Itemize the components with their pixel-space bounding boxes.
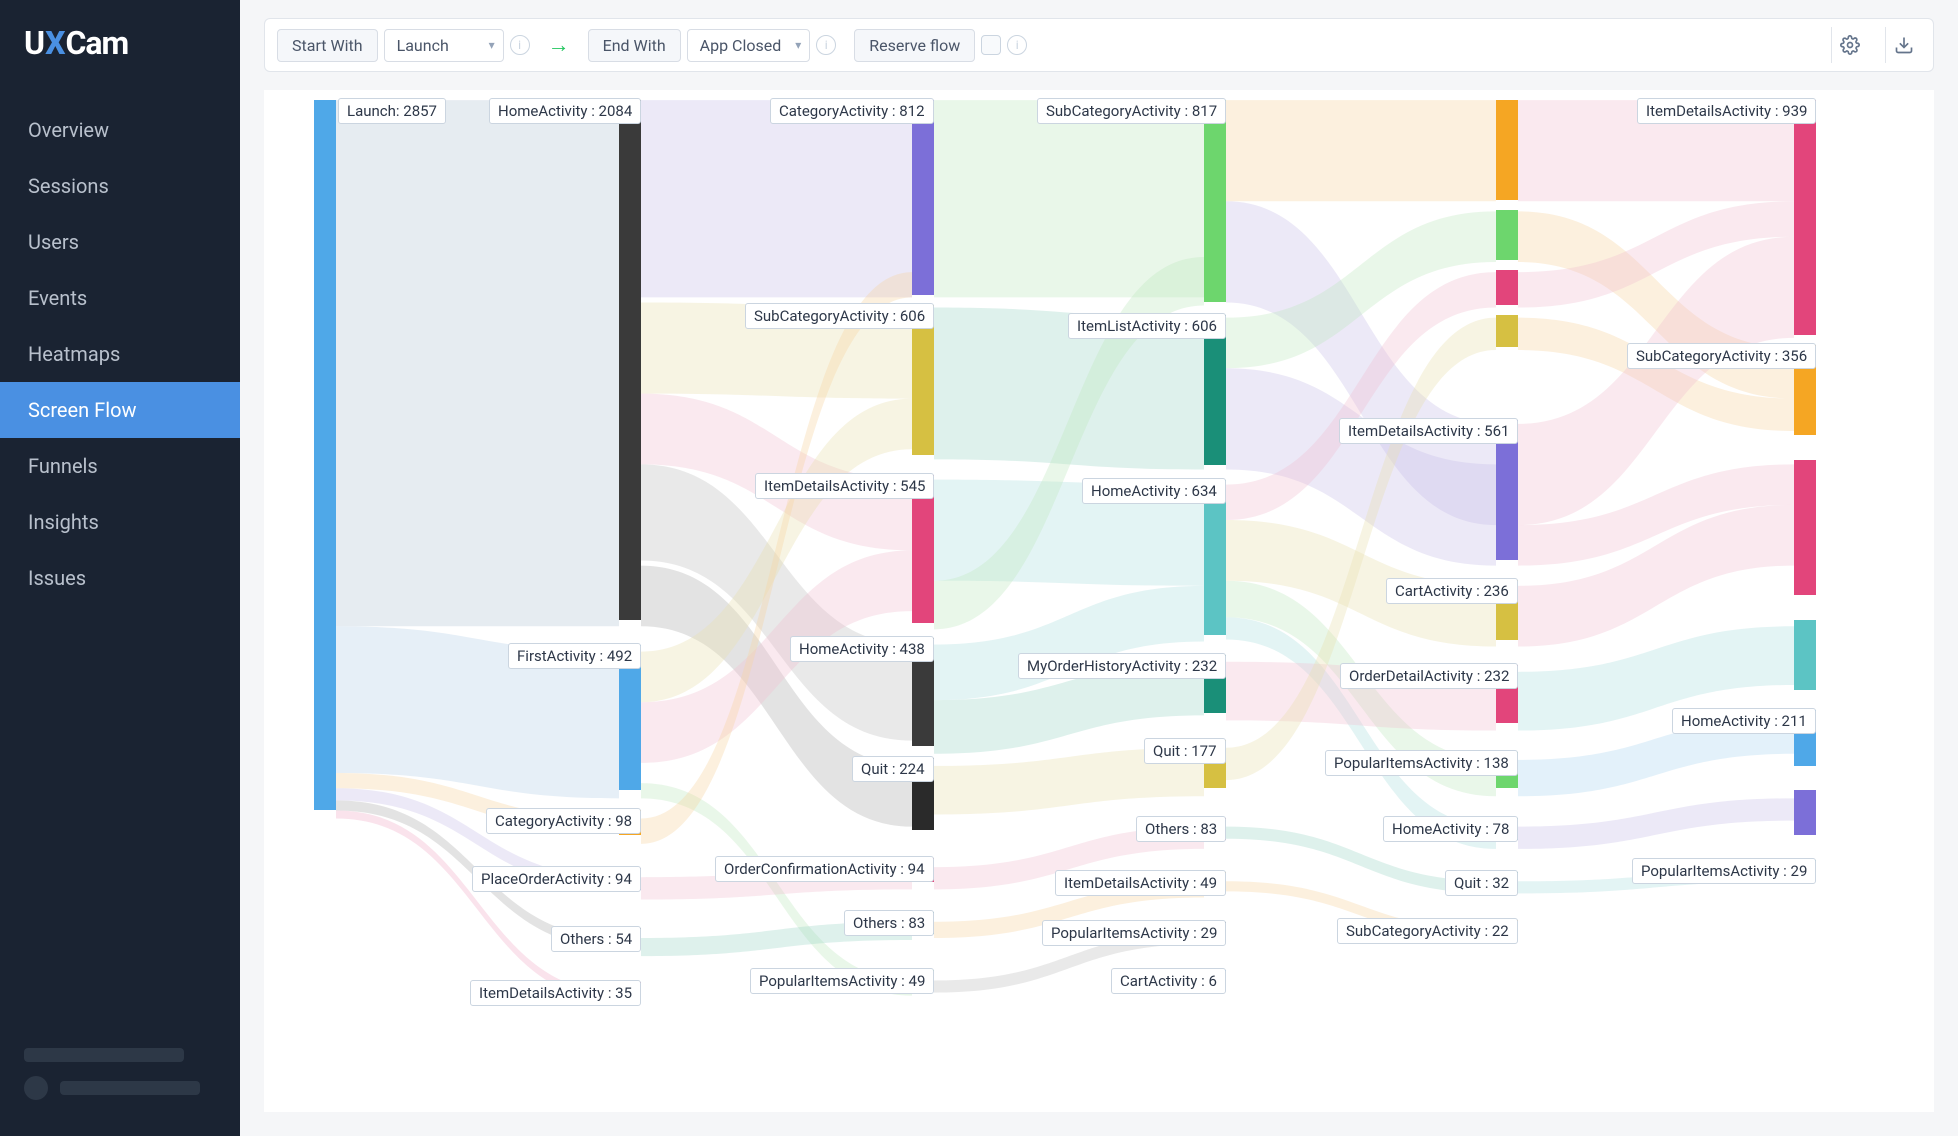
sankey-node-label: PopularItemsActivity : 29: [1042, 920, 1226, 946]
sankey-node-label: HomeActivity : 634: [1082, 478, 1226, 504]
info-icon[interactable]: i: [1007, 35, 1027, 55]
reserve-filter: Reserve flow i: [854, 29, 1027, 62]
sankey-node-label: ItemDetailsActivity : 49: [1055, 870, 1226, 896]
sankey-node-label: SubCategoryActivity : 817: [1037, 98, 1226, 124]
info-icon[interactable]: i: [816, 35, 836, 55]
sankey-link[interactable]: [641, 100, 912, 297]
sidebar-item-insights[interactable]: Insights: [0, 494, 240, 550]
sankey-node-label: Quit : 177: [1144, 738, 1226, 764]
sidebar-item-events[interactable]: Events: [0, 270, 240, 326]
sankey-node-label: PlaceOrderActivity : 94: [472, 866, 641, 892]
sankey-node-label: CartActivity : 236: [1386, 578, 1518, 604]
gear-icon[interactable]: [1831, 27, 1867, 63]
sankey-link[interactable]: [1518, 798, 1794, 849]
sankey-node[interactable]: [1496, 315, 1518, 347]
main: Start With Launch ▾ i → End With App Clo…: [240, 0, 1958, 1136]
sidebar-item-heatmaps[interactable]: Heatmaps: [0, 326, 240, 382]
skeleton-avatar: [24, 1076, 48, 1100]
sidebar-item-overview[interactable]: Overview: [0, 102, 240, 158]
sankey-node[interactable]: [1204, 100, 1226, 302]
sankey-node-label: Quit : 32: [1445, 870, 1518, 896]
sankey-node-label: SubCategoryActivity : 22: [1337, 918, 1518, 944]
download-icon[interactable]: [1885, 27, 1921, 63]
sankey-node-label: PopularItemsActivity : 29: [1632, 858, 1816, 884]
sankey-node-label: CartActivity : 6: [1111, 968, 1226, 994]
end-with-select[interactable]: App Closed ▾: [687, 29, 811, 62]
sankey-node-label: HomeActivity : 78: [1383, 816, 1518, 842]
sankey-node-label: ItemDetailsActivity : 561: [1339, 418, 1518, 444]
chevron-down-icon: ▾: [795, 38, 801, 52]
end-with-value: App Closed: [700, 36, 782, 55]
sankey-node[interactable]: [912, 100, 934, 295]
sankey-link[interactable]: [934, 100, 1204, 297]
sankey-node-label: HomeActivity : 2084: [489, 98, 641, 124]
brand-pre: U: [24, 24, 44, 62]
info-icon[interactable]: i: [510, 35, 530, 55]
end-filter: End With App Closed ▾ i: [588, 29, 837, 62]
sankey-link[interactable]: [1226, 100, 1496, 201]
sankey-node-label: Others : 83: [844, 910, 934, 936]
sankey-node-label: CategoryActivity : 812: [770, 98, 934, 124]
sidebar-item-screen-flow[interactable]: Screen Flow: [0, 382, 240, 438]
sankey-node-label: FirstActivity : 492: [508, 643, 641, 669]
arrow-right-icon: →: [548, 32, 570, 58]
sidebar-nav: OverviewSessionsUsersEventsHeatmapsScree…: [0, 102, 240, 606]
brand-logo: UXCam: [0, 24, 240, 102]
skeleton-line: [24, 1048, 184, 1062]
sankey-node-label: CategoryActivity : 98: [486, 808, 641, 834]
sidebar-item-users[interactable]: Users: [0, 214, 240, 270]
sankey-node-label: Others : 83: [1136, 816, 1226, 842]
sankey-node-label: ItemDetailsActivity : 35: [470, 980, 641, 1006]
sankey-node-label: ItemDetailsActivity : 545: [755, 473, 934, 499]
sidebar: UXCam OverviewSessionsUsersEventsHeatmap…: [0, 0, 240, 1136]
sidebar-item-issues[interactable]: Issues: [0, 550, 240, 606]
sankey-link[interactable]: [336, 100, 619, 626]
sankey-node[interactable]: [619, 100, 641, 620]
sankey-node-label: Others : 54: [551, 926, 641, 952]
sankey-node[interactable]: [314, 100, 336, 810]
sankey-node-label: PopularItemsActivity : 138: [1325, 750, 1518, 776]
sankey-node[interactable]: [1794, 460, 1816, 595]
start-with-value: Launch: [397, 36, 449, 55]
reserve-flow-checkbox[interactable]: [981, 35, 1001, 55]
sankey-node-label: HomeActivity : 211: [1672, 708, 1816, 734]
sankey-node[interactable]: [1496, 100, 1518, 200]
start-with-select[interactable]: Launch ▾: [384, 29, 504, 62]
sankey-node-label: SubCategoryActivity : 356: [1627, 343, 1816, 369]
skeleton-line: [60, 1081, 200, 1095]
sankey-node-label: Quit : 224: [852, 756, 934, 782]
reserve-flow-label[interactable]: Reserve flow: [854, 29, 975, 62]
sankey-node[interactable]: [1496, 270, 1518, 305]
sidebar-item-funnels[interactable]: Funnels: [0, 438, 240, 494]
toolbar: Start With Launch ▾ i → End With App Clo…: [264, 18, 1934, 72]
sankey-node-label: Launch: 2857: [338, 98, 446, 124]
sankey-node[interactable]: [1794, 620, 1816, 690]
sidebar-item-sessions[interactable]: Sessions: [0, 158, 240, 214]
sankey-node-label: OrderConfirmationActivity : 94: [715, 856, 934, 882]
sankey-node[interactable]: [1794, 100, 1816, 335]
sidebar-footer: [0, 1048, 240, 1136]
chevron-down-icon: ▾: [489, 38, 495, 52]
sankey-node-label: HomeActivity : 438: [790, 636, 934, 662]
brand-x: X: [45, 24, 64, 62]
start-filter: Start With Launch ▾ i: [277, 29, 530, 62]
sankey-node-label: OrderDetailActivity : 232: [1340, 663, 1518, 689]
end-with-label[interactable]: End With: [588, 29, 681, 62]
sankey-node-label: ItemDetailsActivity : 939: [1637, 98, 1816, 124]
brand-post: Cam: [65, 24, 128, 62]
sankey-node[interactable]: [1794, 790, 1816, 835]
sankey-node-label: PopularItemsActivity : 49: [750, 968, 934, 994]
sankey-chart[interactable]: Launch: 2857 HomeActivity : 2084 FirstActi…: [264, 90, 1934, 1112]
sankey-node[interactable]: [1496, 210, 1518, 260]
start-with-label[interactable]: Start With: [277, 29, 378, 62]
sankey-node-label: SubCategoryActivity : 606: [745, 303, 934, 329]
sankey-node-label: ItemListActivity : 606: [1068, 313, 1226, 339]
sankey-node-label: MyOrderHistoryActivity : 232: [1018, 653, 1226, 679]
